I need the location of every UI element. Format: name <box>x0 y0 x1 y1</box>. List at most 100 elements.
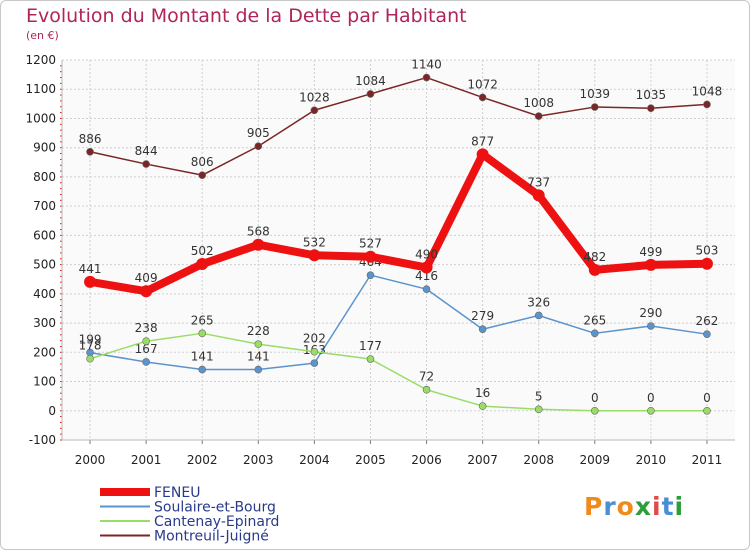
data-point <box>534 112 543 120</box>
logo-letter: r <box>603 492 617 521</box>
data-point <box>142 337 150 346</box>
y-tick-label: 800 <box>33 170 56 184</box>
data-point <box>647 104 655 113</box>
data-label: 1039 <box>580 87 611 101</box>
data-point <box>588 263 601 276</box>
data-label: 806 <box>191 155 214 169</box>
x-tick-label: 2005 <box>355 453 386 467</box>
logo-letter: x <box>634 492 652 521</box>
chart-subtitle: (en €) <box>26 29 59 42</box>
data-point <box>534 311 543 320</box>
y-tick-label: 0 <box>48 404 56 418</box>
data-point <box>254 340 263 348</box>
chart-title: Evolution du Montant de la Dette par Hab… <box>26 5 467 27</box>
x-tick-label: 2011 <box>692 453 723 467</box>
data-point <box>476 148 489 161</box>
data-label: 177 <box>359 339 382 353</box>
data-point <box>422 73 431 82</box>
x-tick-label: 2007 <box>467 453 498 467</box>
data-label: 141 <box>191 350 214 364</box>
data-point <box>700 257 713 270</box>
logo-letter: o <box>616 492 635 521</box>
data-label: 1008 <box>523 96 554 110</box>
data-point <box>310 106 319 115</box>
data-point <box>703 330 711 338</box>
data-label: 737 <box>527 175 550 189</box>
y-tick-label: 400 <box>33 287 56 301</box>
data-label: 877 <box>471 134 494 148</box>
data-point <box>310 347 319 356</box>
data-label: 228 <box>247 324 270 338</box>
data-label: 202 <box>303 332 326 346</box>
data-point <box>422 385 431 394</box>
data-label: 326 <box>527 295 550 309</box>
x-tick-label: 2003 <box>243 453 274 467</box>
data-label: 844 <box>135 144 158 158</box>
data-point <box>86 354 94 363</box>
y-tick-label: 300 <box>33 316 56 330</box>
data-label: 72 <box>419 370 434 384</box>
data-label: 279 <box>471 309 494 323</box>
series-line-feneu <box>89 150 708 296</box>
data-point <box>590 329 599 338</box>
data-label: 1048 <box>692 84 723 98</box>
legend-label: FENEU <box>154 485 200 501</box>
series-line-cantenay-epinard <box>89 332 707 412</box>
logo-letter: P <box>584 492 604 521</box>
y-tick-label: 1000 <box>25 111 56 125</box>
data-point <box>478 325 487 334</box>
data-point <box>86 147 94 156</box>
data-point <box>644 258 657 271</box>
data-label: 568 <box>247 225 270 239</box>
data-label: 0 <box>591 391 599 405</box>
data-point <box>252 238 265 251</box>
y-tick-label: 900 <box>33 141 56 155</box>
y-tick-label: 1200 <box>25 53 56 67</box>
data-point <box>590 406 599 415</box>
y-tick-label: 200 <box>33 345 56 359</box>
data-label: 527 <box>359 237 382 251</box>
data-label: 482 <box>583 250 606 264</box>
x-tick-label: 2001 <box>131 453 162 467</box>
data-point <box>196 258 209 271</box>
data-label: 905 <box>247 126 270 140</box>
data-label: 1072 <box>467 77 498 91</box>
data-point <box>420 261 433 274</box>
legend-label: Soulaire-et-Bourg <box>154 500 276 516</box>
data-label: 499 <box>639 245 662 259</box>
logo-letter: i <box>652 492 662 521</box>
data-label: 1028 <box>299 90 330 104</box>
series-line-montreuil-juign- <box>89 76 708 176</box>
x-tick-label: 2010 <box>636 453 667 467</box>
data-point <box>254 142 263 151</box>
data-point <box>590 103 599 111</box>
legend-label: Montreuil-Juigné <box>154 529 269 545</box>
data-label: 0 <box>703 391 711 405</box>
plot-area <box>62 60 735 440</box>
data-point <box>366 271 375 279</box>
data-point <box>534 405 543 414</box>
data-point <box>647 406 655 415</box>
y-tick-label: -100 <box>29 433 56 447</box>
data-label: 16 <box>475 386 490 400</box>
data-label: 265 <box>191 313 214 327</box>
data-point <box>254 365 263 374</box>
data-label: 141 <box>247 350 270 364</box>
data-label: 503 <box>696 244 719 258</box>
x-tick-label: 2004 <box>299 453 330 467</box>
x-tick-label: 2009 <box>580 453 611 467</box>
data-point <box>84 275 97 288</box>
data-label: 167 <box>135 342 158 356</box>
data-label: 532 <box>303 235 326 249</box>
data-label: 490 <box>415 248 438 262</box>
data-label: 502 <box>191 244 214 258</box>
proxiti-logo: Proxiti <box>584 492 684 521</box>
y-tick-label: 600 <box>33 228 56 242</box>
data-label: 886 <box>79 132 102 146</box>
data-label: 0 <box>647 391 655 405</box>
data-label: 1035 <box>636 88 667 102</box>
data-label: 262 <box>696 314 719 328</box>
data-point <box>142 358 150 366</box>
data-point <box>703 100 711 109</box>
